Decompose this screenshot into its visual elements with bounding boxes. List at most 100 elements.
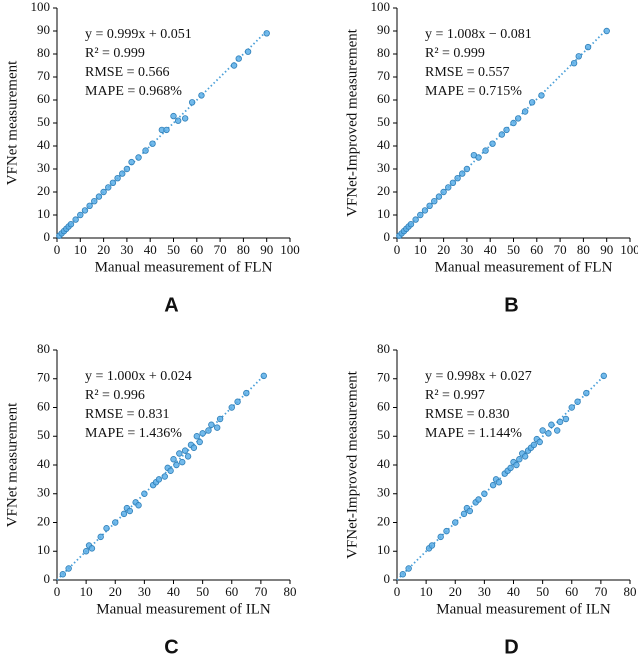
point xyxy=(190,444,198,451)
point xyxy=(405,565,412,572)
annotation: MAPE = 0.968% xyxy=(85,84,182,99)
point xyxy=(88,545,96,552)
point xyxy=(460,510,468,518)
point xyxy=(81,207,89,214)
point xyxy=(545,430,552,437)
point xyxy=(167,467,174,474)
point xyxy=(67,220,75,228)
point xyxy=(173,461,180,469)
y-tick-label: 40 xyxy=(37,137,50,152)
point xyxy=(459,170,466,177)
x-tick-label: 60 xyxy=(530,242,543,257)
x-axis-label: Manual measurement of ILN xyxy=(436,601,611,617)
y-axis-label: VFNet-Improved measurement xyxy=(344,370,360,559)
x-tick-label: 40 xyxy=(484,242,497,257)
point xyxy=(503,126,510,134)
point xyxy=(489,481,497,489)
x-tick-label: 10 xyxy=(414,242,427,257)
point xyxy=(521,453,529,460)
y-tick-label: 90 xyxy=(377,22,390,37)
point xyxy=(454,174,461,182)
annotation: R² = 0.996 xyxy=(85,388,145,403)
point xyxy=(407,220,415,228)
point xyxy=(205,427,212,434)
x-tick-label: 60 xyxy=(225,584,238,599)
x-tick-label: 20 xyxy=(437,242,450,257)
point xyxy=(97,533,104,541)
point xyxy=(179,458,186,466)
y-tick-label: 0 xyxy=(384,571,391,586)
y-tick-label: 100 xyxy=(371,0,391,14)
point xyxy=(95,193,103,200)
x-tick-label: 30 xyxy=(478,584,491,599)
annotation: y = 0.999x + 0.051 xyxy=(85,27,192,42)
point xyxy=(105,184,112,191)
x-tick-label: 50 xyxy=(196,584,209,599)
y-tick-label: 70 xyxy=(377,370,390,385)
panel-label: C xyxy=(164,636,178,658)
point xyxy=(188,99,196,106)
point xyxy=(244,48,252,55)
x-tick-label: 70 xyxy=(554,242,567,257)
y-tick-label: 80 xyxy=(377,45,390,60)
x-tick-label: 30 xyxy=(120,242,133,257)
x-tick-label: 10 xyxy=(420,584,433,599)
y-tick-label: 40 xyxy=(377,137,390,152)
point xyxy=(440,188,447,196)
point xyxy=(82,548,90,555)
panel-label: B xyxy=(504,294,518,316)
x-axis-label: Manual measurement of ILN xyxy=(96,601,271,617)
annotation: R² = 0.997 xyxy=(425,388,485,403)
point xyxy=(155,476,163,483)
point xyxy=(536,438,543,446)
point xyxy=(112,519,119,526)
x-tick-label: 10 xyxy=(74,242,87,257)
y-tick-label: 90 xyxy=(37,22,50,37)
point xyxy=(449,179,457,186)
point xyxy=(100,188,107,196)
point xyxy=(603,27,610,35)
point xyxy=(128,158,135,166)
point xyxy=(539,427,546,434)
annotation: RMSE = 0.830 xyxy=(425,407,510,422)
y-tick-label: 20 xyxy=(37,513,50,528)
x-tick-label: 90 xyxy=(600,242,613,257)
y-tick-label: 50 xyxy=(37,114,50,129)
point xyxy=(77,211,84,219)
point xyxy=(538,92,545,99)
point xyxy=(176,450,183,457)
x-tick-label: 40 xyxy=(167,584,180,599)
point xyxy=(475,496,482,503)
annotation: y = 0.998x + 0.027 xyxy=(425,369,532,384)
point xyxy=(548,421,555,428)
annotation: y = 1.000x + 0.024 xyxy=(85,369,192,384)
y-tick-label: 40 xyxy=(377,456,390,471)
y-tick-label: 50 xyxy=(377,114,390,129)
point xyxy=(513,461,520,469)
point xyxy=(135,154,142,161)
annotation: RMSE = 0.831 xyxy=(85,407,170,422)
annotation: y = 1.008x − 0.081 xyxy=(425,27,532,42)
point xyxy=(119,170,126,177)
point xyxy=(86,202,93,209)
point xyxy=(109,179,117,186)
y-tick-label: 80 xyxy=(37,341,50,356)
point xyxy=(482,147,489,154)
point xyxy=(507,464,514,472)
x-tick-label: 40 xyxy=(507,584,520,599)
point xyxy=(181,447,189,454)
x-tick-label: 70 xyxy=(594,584,607,599)
y-tick-label: 0 xyxy=(44,229,51,244)
point xyxy=(399,571,407,578)
point xyxy=(575,53,582,60)
point xyxy=(417,211,424,219)
y-tick-label: 70 xyxy=(37,68,50,83)
point xyxy=(443,527,450,535)
y-tick-label: 30 xyxy=(37,485,50,500)
point xyxy=(193,433,200,440)
point xyxy=(553,427,561,434)
annotation: R² = 0.999 xyxy=(85,46,145,61)
x-tick-label: 50 xyxy=(507,242,520,257)
point xyxy=(199,430,206,437)
